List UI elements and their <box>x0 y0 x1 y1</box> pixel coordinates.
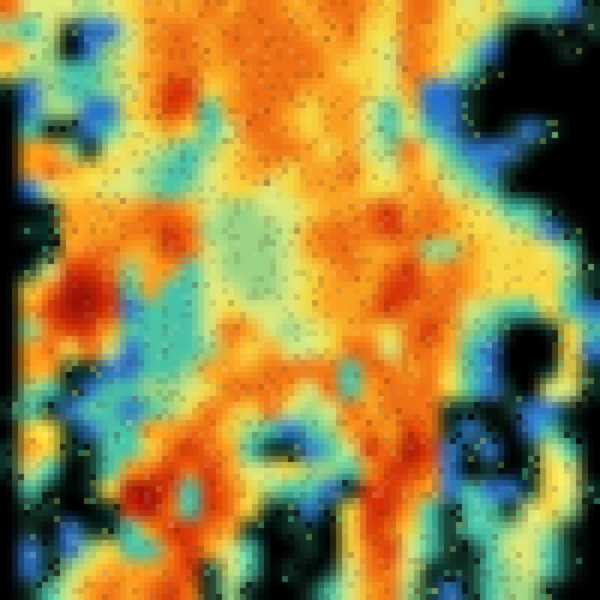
radar-image <box>0 0 600 600</box>
radar-canvas <box>0 0 600 600</box>
